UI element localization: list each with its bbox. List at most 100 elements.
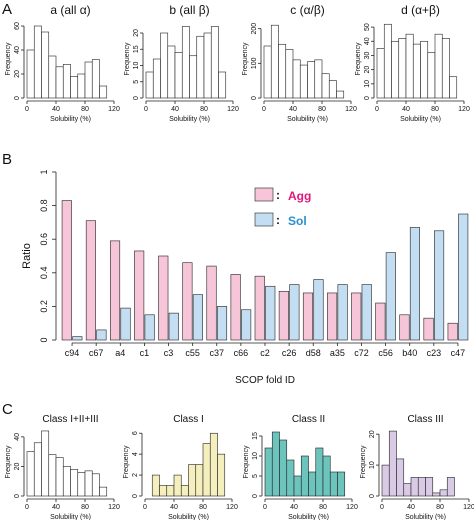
y-tick-label: 20 <box>14 70 21 78</box>
histogram-bar <box>166 485 175 497</box>
x-tick-label: d58 <box>306 348 321 358</box>
x-axis-label: Solubility (%) <box>169 116 210 123</box>
x-tick-label: 80 <box>200 106 208 113</box>
ratio-bar-agg <box>182 262 193 341</box>
histogram-1: b (all β) 0 40 80 120 0 5 10 15 20 Solubility (%) F… <box>124 3 239 123</box>
histogram-bar <box>271 431 280 497</box>
ratio-bar-sol <box>289 284 300 341</box>
x-tick-label: 40 <box>170 504 178 511</box>
histogram-bar <box>410 477 419 497</box>
x-tick-label: 120 <box>463 504 474 511</box>
histogram-title: b (all β) <box>169 3 209 17</box>
x-tick-label: a35 <box>330 348 345 358</box>
y-tick-label: 40 <box>14 46 21 54</box>
histogram-bar <box>293 475 302 497</box>
x-axis-label: Solubility (%) <box>50 116 91 123</box>
ratio-bar-agg <box>447 322 458 341</box>
y-tick-label: 100 <box>251 57 258 69</box>
x-tick-label: 80 <box>199 504 207 511</box>
histogram-bar <box>439 489 448 497</box>
histogram-title: d (α+β) <box>401 3 440 17</box>
y-tick-label: 15 <box>133 45 140 53</box>
ratio-bar-sol <box>434 230 445 341</box>
histogram-bar <box>195 464 204 497</box>
histogram-bar <box>315 447 324 497</box>
histogram-bar <box>376 48 385 99</box>
ratio-bar-agg <box>375 302 386 341</box>
histogram-bar <box>55 457 64 497</box>
y-tick-label: 0.2 <box>39 300 49 313</box>
histogram-bar <box>145 71 154 99</box>
ratio-bar-agg <box>109 240 121 341</box>
ratio-bar-sol <box>458 213 469 341</box>
y-axis-label: Frequency <box>124 42 131 76</box>
legend-colon: : <box>276 188 280 202</box>
x-tick-label: a4 <box>115 348 125 358</box>
histogram-bar <box>285 49 294 99</box>
histogram-bar <box>48 454 57 497</box>
histogram-bar <box>77 73 86 99</box>
histogram-title: a (all α) <box>50 3 90 17</box>
panel-letter-c: C <box>2 401 13 418</box>
y-tick-label: 0.4 <box>39 267 49 280</box>
x-tick-label: 0 <box>25 504 29 511</box>
histogram-6: Class I 0 40 80 120 0 2 4 6 Solubility (%) Frequen… <box>123 414 238 520</box>
histogram-bar <box>41 430 50 497</box>
histogram-0: a (all α) 0 40 80 120 0 20 40 60 Solubility (%) Fr… <box>5 3 120 123</box>
histogram-bar <box>381 464 390 497</box>
histogram-bar <box>91 473 100 497</box>
histogram-bar <box>173 474 182 497</box>
ratio-bar-sol <box>265 285 276 341</box>
y-axis-label: Frequency <box>5 445 12 479</box>
histogram-bar <box>99 85 108 99</box>
y-tick-label: 200 <box>251 23 258 35</box>
y-tick-label: 0 <box>133 96 140 100</box>
ratio-bar-agg <box>254 275 265 341</box>
x-tick-label: 0 <box>25 106 29 113</box>
x-tick-label: 40 <box>290 504 298 511</box>
ratio-bar-sol <box>241 309 252 341</box>
ratio-bar-agg <box>61 200 72 341</box>
ratio-bar-sol <box>192 294 203 341</box>
x-tick-label: c23 <box>427 348 442 358</box>
x-tick-label: 40 <box>52 504 60 511</box>
ratio-bar-sol <box>337 284 348 341</box>
y-axis-label: Ratio <box>21 243 33 269</box>
histogram-bar <box>91 59 100 99</box>
histogram-bar <box>270 24 279 99</box>
histogram-bar <box>292 59 301 99</box>
y-axis-label: Frequency <box>360 445 367 479</box>
ratio-bar-agg <box>423 317 434 341</box>
panel-letter-b: B <box>2 151 12 168</box>
y-tick-label: 10 <box>364 80 371 88</box>
histogram-title: Class I <box>173 414 204 425</box>
histogram-bar <box>209 432 218 497</box>
x-tick-label: 80 <box>436 504 444 511</box>
histogram-bar <box>55 66 64 99</box>
y-tick-label: 0 <box>132 494 139 498</box>
y-tick-label: 5 <box>133 80 140 84</box>
histogram-bar <box>26 49 35 99</box>
histogram-bar <box>77 472 86 497</box>
histogram-bar <box>181 26 190 99</box>
x-tick-label: 40 <box>402 106 410 113</box>
x-tick-label: c67 <box>89 348 104 358</box>
y-tick-label: 20 <box>133 29 140 37</box>
ratio-bar-agg <box>206 265 217 341</box>
y-tick-label: 40 <box>14 433 21 441</box>
ratio-bar-agg <box>327 292 338 341</box>
y-tick-label: 0.6 <box>39 233 49 246</box>
x-axis-label: Solubility (%) <box>405 514 446 520</box>
histogram-bar <box>307 61 316 99</box>
histogram-title: Class III <box>407 414 443 425</box>
y-tick-label: 20 <box>369 430 376 438</box>
x-tick-label: c72 <box>354 348 369 358</box>
x-tick-label: 0 <box>380 504 384 511</box>
histogram-bar <box>434 33 443 99</box>
x-axis-label: Solubility (%) <box>287 116 328 123</box>
x-tick-label: 80 <box>81 504 89 511</box>
ratio-bar-agg <box>351 292 362 341</box>
x-tick-label: 120 <box>226 504 238 511</box>
